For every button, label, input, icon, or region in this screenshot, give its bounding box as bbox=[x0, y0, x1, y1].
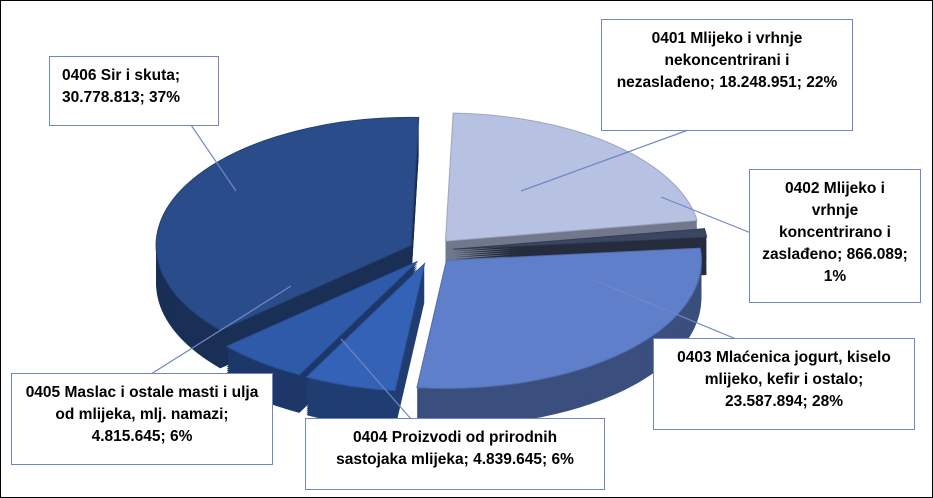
label-part: 0401 Mlijeko i vrhnje nekoncentrirani i … bbox=[616, 30, 803, 91]
label-part: ; bbox=[858, 371, 864, 388]
label-part: ; bbox=[174, 67, 181, 84]
label-part: 866.089 bbox=[846, 246, 903, 263]
label-part: ; bbox=[463, 451, 474, 468]
label-part: ; bbox=[802, 393, 812, 410]
leader-line bbox=[150, 285, 292, 375]
label-part: 4.839.645 bbox=[473, 451, 543, 468]
label-part: 0406 Sir i skuta bbox=[62, 67, 175, 84]
label-part: 0404 Proizvodi od prirodnih sastojaka ml… bbox=[336, 429, 558, 468]
label-part: ; bbox=[223, 406, 229, 423]
label-part: ; bbox=[160, 428, 171, 445]
label-part: ; bbox=[139, 89, 150, 106]
label-part: 23.587.894 bbox=[724, 393, 803, 410]
label-part: 1% bbox=[823, 268, 847, 285]
label-part: 4.815.645 bbox=[91, 428, 161, 445]
data-label: 0403 Mlaćenica jogurt, kiselo mlijeko, k… bbox=[653, 338, 915, 430]
slice bbox=[444, 112, 698, 242]
label-part: 22% bbox=[806, 74, 838, 91]
slice bbox=[305, 262, 426, 392]
label-part: 30.778.813 bbox=[62, 89, 140, 106]
label-part: 37% bbox=[149, 89, 181, 106]
label-part: ; bbox=[709, 74, 720, 91]
label-part: ; bbox=[796, 74, 807, 91]
leader-line bbox=[590, 278, 737, 340]
label-part: ; bbox=[902, 246, 908, 263]
label-part: 6% bbox=[551, 451, 574, 468]
label-part: 0403 Mlaćenica jogurt, kiselo mlijeko, k… bbox=[677, 349, 891, 388]
label-part: 0402 Mlijeko i vrhnje koncentrirano i za… bbox=[762, 180, 891, 263]
slice bbox=[452, 228, 708, 250]
leader-line bbox=[660, 196, 752, 234]
label-part: 18.248.951 bbox=[719, 74, 797, 91]
data-label: 0402 Mlijeko i vrhnje koncentrirano i za… bbox=[749, 169, 921, 303]
data-label: 0406 Sir i skuta; 30.778.813; 37% bbox=[49, 56, 219, 126]
label-part: 6% bbox=[170, 428, 193, 445]
data-label: 0404 Proizvodi od prirodnih sastojaka ml… bbox=[305, 418, 605, 490]
label-part: 0405 Maslac i ostale masti i ulja od mli… bbox=[25, 384, 259, 423]
label-part: ; bbox=[837, 246, 847, 263]
data-label: 0405 Maslac i ostale masti i ulja od mli… bbox=[11, 373, 273, 465]
label-part: 28% bbox=[812, 393, 844, 410]
slice bbox=[225, 260, 418, 376]
slice bbox=[416, 247, 702, 389]
leader-line bbox=[340, 338, 412, 420]
leader-line bbox=[520, 128, 692, 192]
leader-line bbox=[190, 124, 237, 192]
label-part: ; bbox=[542, 451, 552, 468]
data-label: 0401 Mlijeko i vrhnje nekoncentrirani i … bbox=[601, 19, 853, 131]
